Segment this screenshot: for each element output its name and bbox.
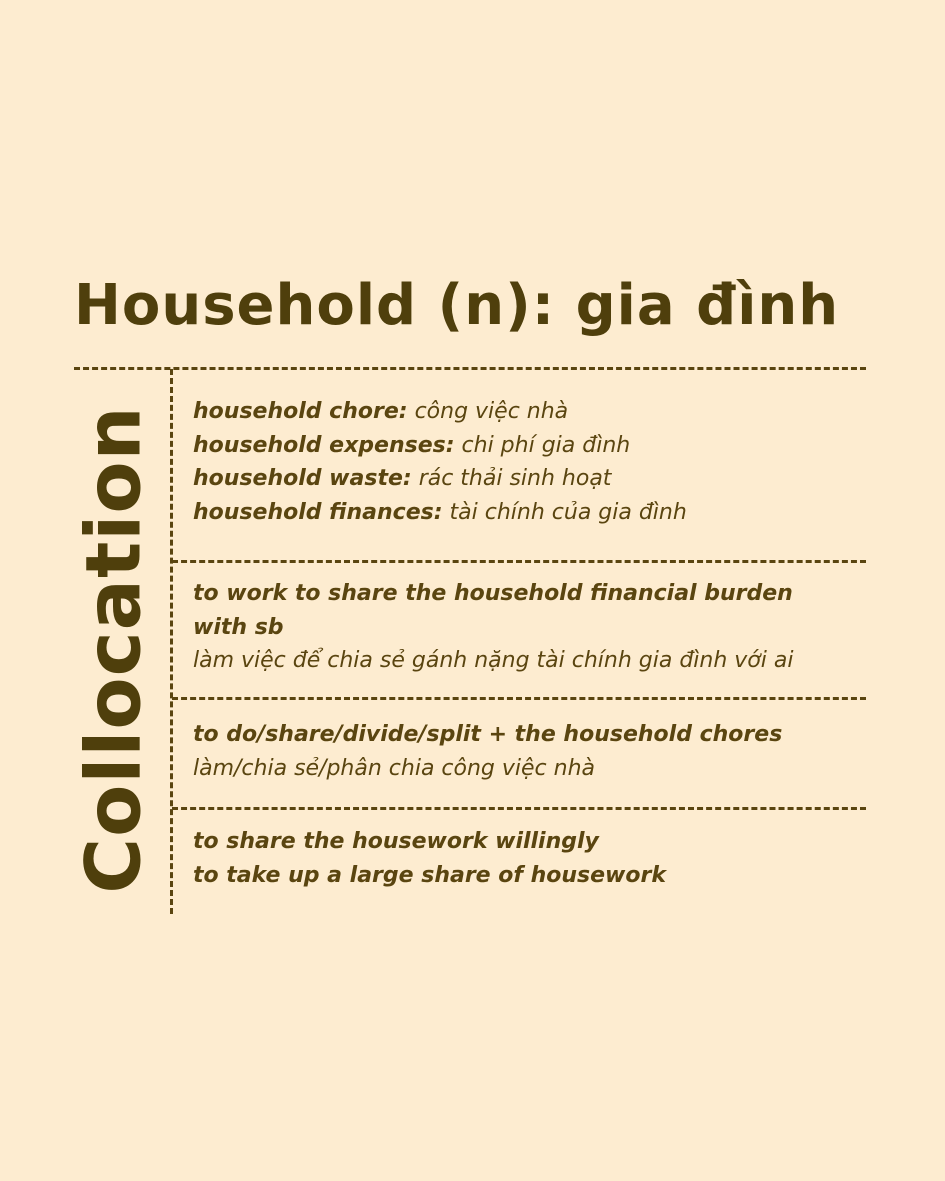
- collocation-term: household finances:: [193, 499, 443, 525]
- collocation-item: household finances: tài chính của gia đì…: [193, 496, 883, 530]
- section-divider: [172, 807, 866, 810]
- section-divider: [172, 560, 866, 563]
- collocation-section-3: to do/share/divide/split + the household…: [193, 718, 883, 785]
- collocation-section-2: to work to share the household financial…: [193, 577, 883, 678]
- collocation-meaning: làm/chia sẻ/phân chia công việc nhà: [193, 755, 596, 781]
- collocation-item: household expenses: chi phí gia đình: [193, 429, 883, 463]
- collocation-meaning: tài chính của gia đình: [449, 499, 687, 525]
- collocation-meaning: rác thải sinh hoạt: [418, 466, 612, 491]
- top-divider: [74, 367, 866, 370]
- side-label: Collocation: [68, 404, 158, 894]
- collocation-item: household waste: rác thải sinh hoạt: [193, 462, 883, 496]
- collocation-item: household chore: công việc nhà: [193, 395, 883, 429]
- collocation-term: household expenses:: [193, 432, 455, 458]
- collocation-phrase-line: with sb: [193, 614, 284, 640]
- collocation-phrase-line: to work to share the household financial…: [193, 581, 793, 606]
- collocation-phrase: to do/share/divide/split + the household…: [193, 722, 783, 747]
- collocation-meaning: làm việc để chia sẻ gánh nặng tài chính …: [193, 648, 794, 673]
- collocation-meaning: chi phí gia đình: [461, 432, 631, 458]
- collocation-term: household chore:: [193, 399, 408, 424]
- collocation-section-1: household chore: công việc nhà household…: [193, 395, 883, 529]
- collocation-phrase: to share the housework willingly: [193, 829, 599, 854]
- collocation-phrase: to take up a large share of housework: [193, 862, 666, 888]
- collocation-term: household waste:: [193, 466, 412, 491]
- page-title: Household (n): gia đình: [74, 273, 840, 338]
- collocation-section-4: to share the housework willingly to take…: [193, 825, 883, 892]
- vertical-divider: [170, 369, 173, 914]
- side-label-container: Collocation: [69, 400, 158, 898]
- section-divider: [172, 697, 866, 700]
- collocation-meaning: công việc nhà: [414, 399, 569, 424]
